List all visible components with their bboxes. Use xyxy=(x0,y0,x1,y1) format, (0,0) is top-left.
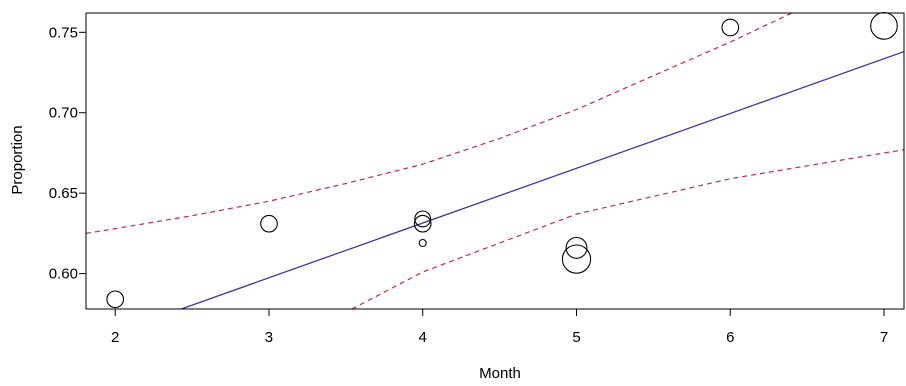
confidence-bands xyxy=(86,13,904,309)
lower-band-line xyxy=(351,149,904,309)
data-point xyxy=(260,214,278,233)
axes: 2 3 4 5 6 7 0.60 0.65 0.70 0.75 xyxy=(49,12,905,346)
x-axis-title: Month xyxy=(479,365,521,382)
data-point xyxy=(413,214,432,233)
x-tick-label: 4 xyxy=(419,329,427,346)
x-tick-label: 3 xyxy=(265,329,273,346)
data-point xyxy=(721,18,740,37)
x-tick-label: 2 xyxy=(111,329,119,346)
data-point xyxy=(418,238,427,248)
y-tick-label: 0.60 xyxy=(49,266,78,283)
data-point xyxy=(870,12,898,40)
upper-band-line xyxy=(86,13,793,234)
data-point xyxy=(414,210,432,228)
data-point xyxy=(561,244,592,274)
y-tick-label: 0.75 xyxy=(49,24,78,41)
fit-line-group xyxy=(181,50,904,309)
y-tick-label: 0.65 xyxy=(49,185,78,202)
data-point xyxy=(565,236,588,259)
fit-line xyxy=(181,50,904,309)
y-tick-label: 0.70 xyxy=(49,105,78,122)
data-points xyxy=(106,12,898,309)
plot-frame xyxy=(85,12,905,310)
x-tick-label: 6 xyxy=(726,329,734,346)
data-point xyxy=(106,290,125,309)
x-tick-label: 7 xyxy=(880,329,888,346)
y-axis-title: Proportion xyxy=(9,125,26,194)
x-tick-label: 5 xyxy=(572,329,580,346)
